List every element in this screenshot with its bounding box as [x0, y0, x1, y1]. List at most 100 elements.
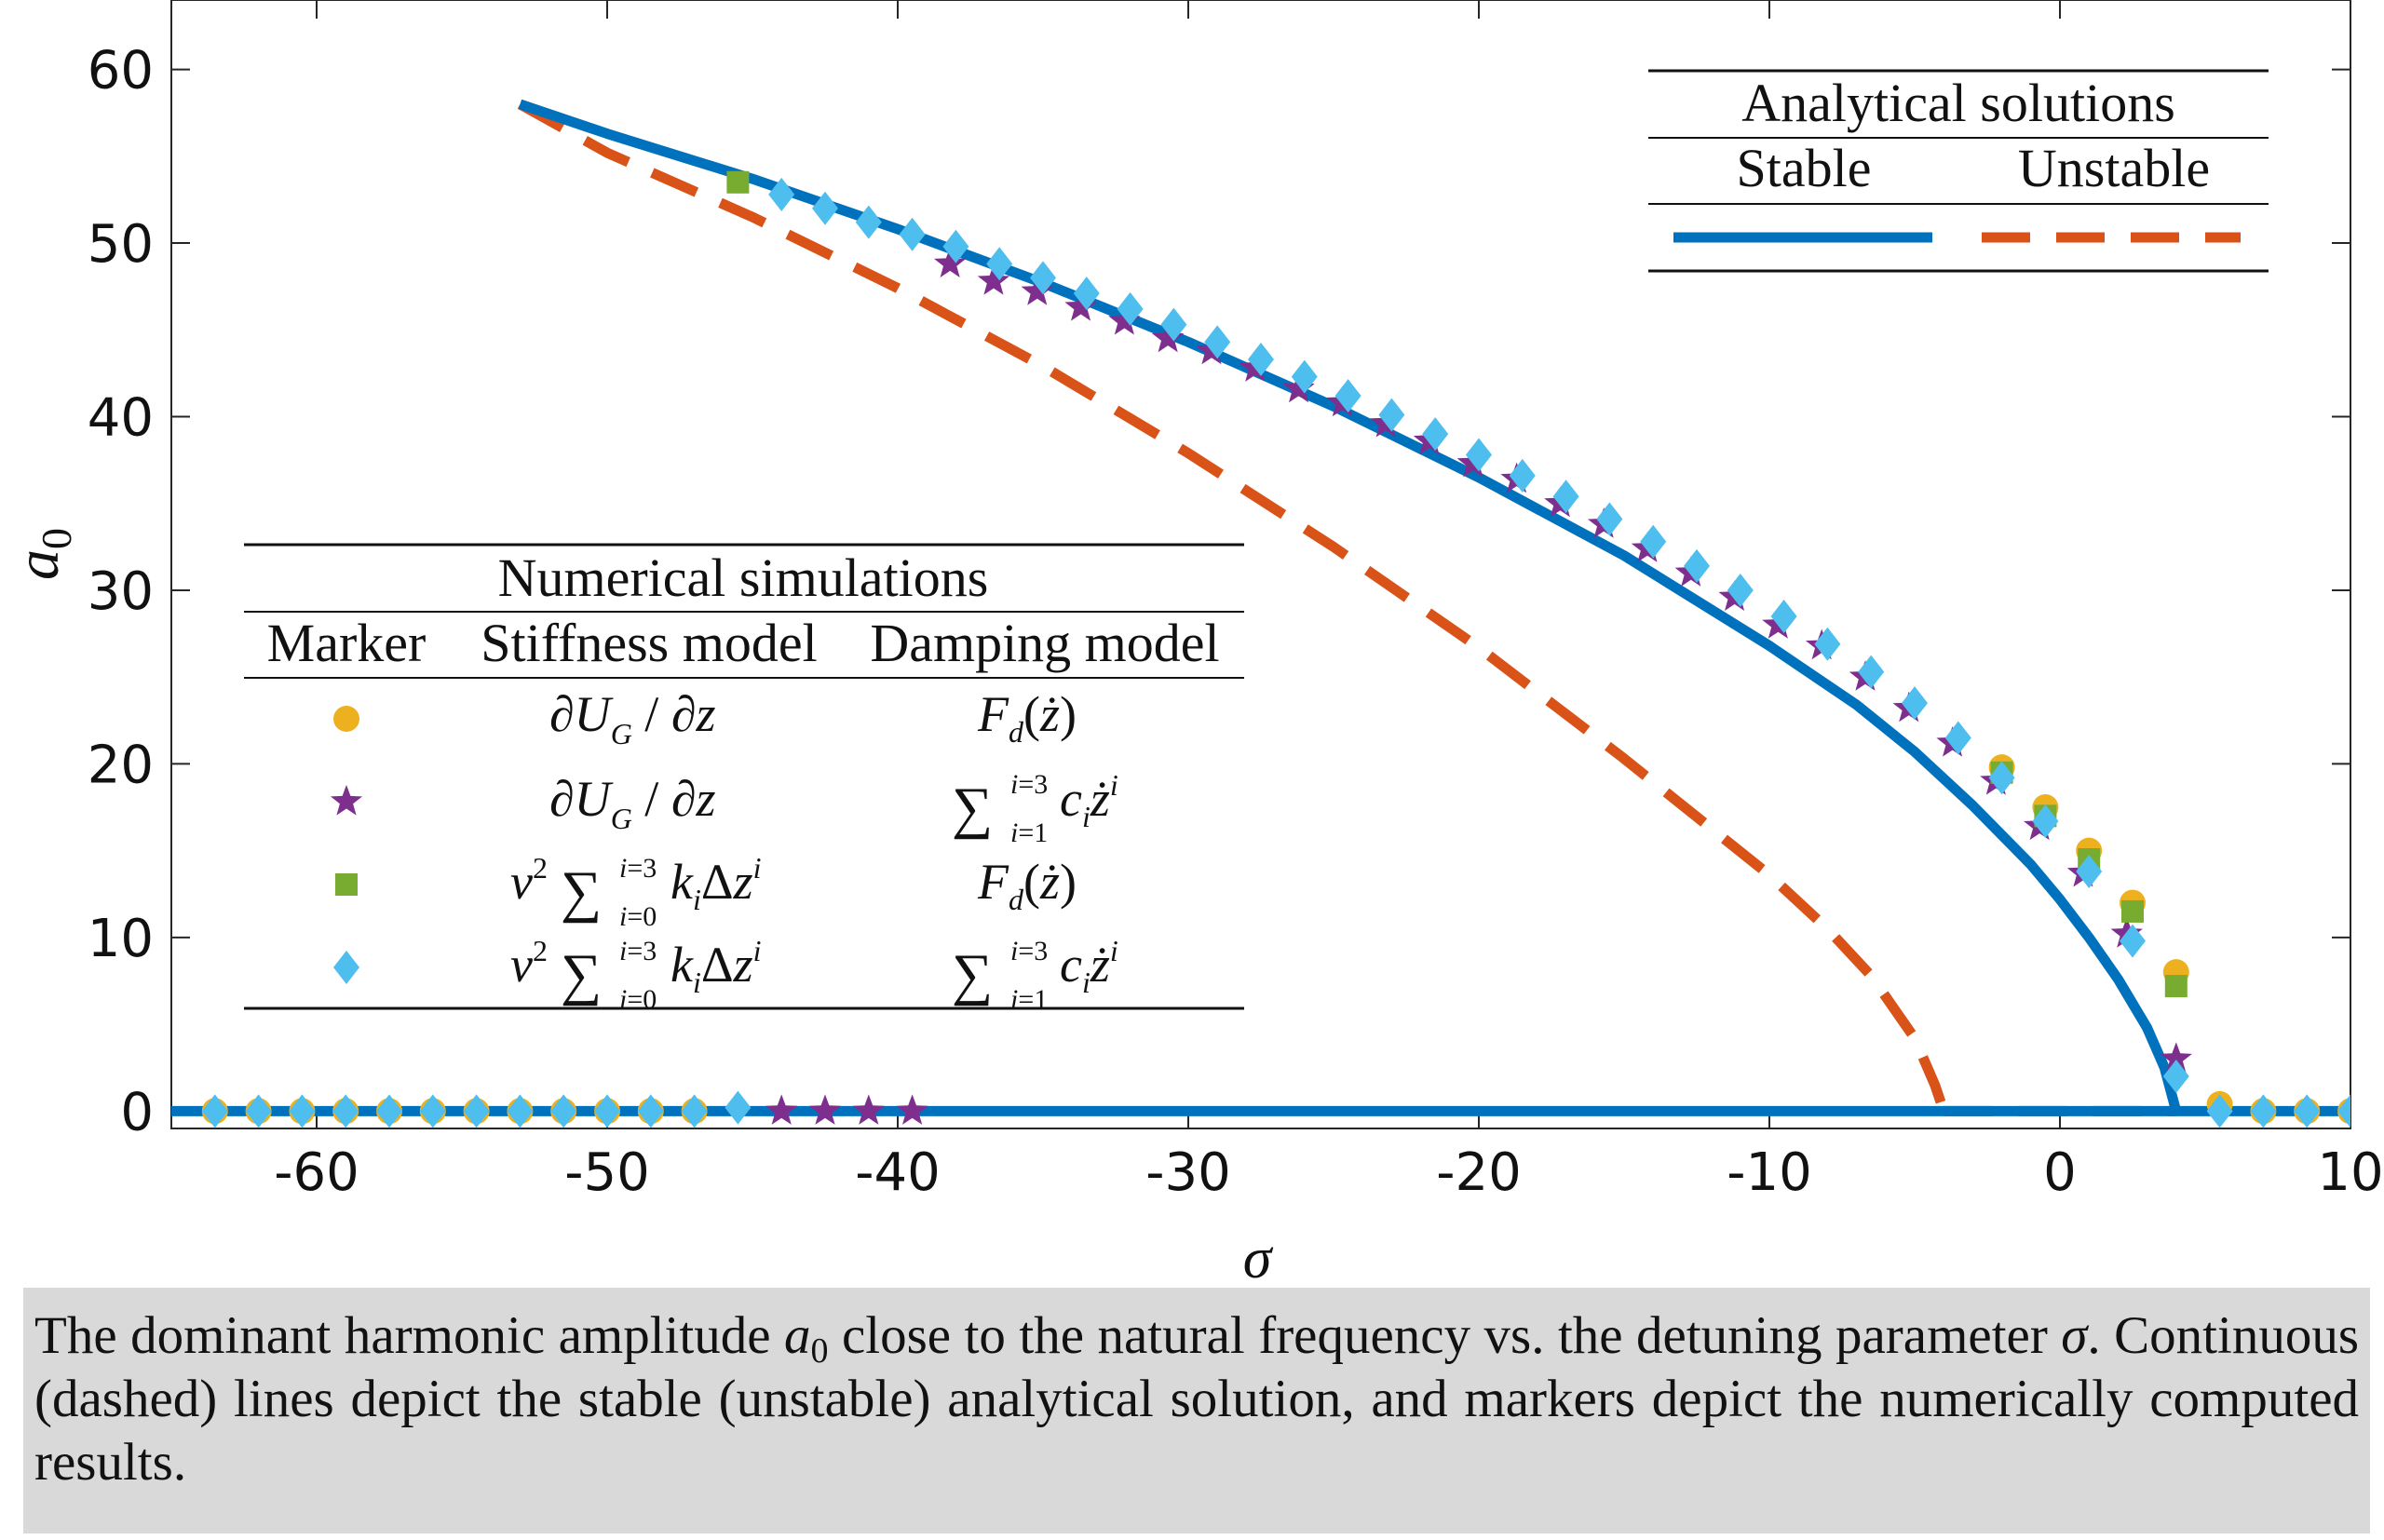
data-point-star	[1064, 290, 1097, 321]
svg-text:i=3: i=3	[619, 853, 657, 884]
legend-row1-damping: Fd(ż)	[977, 686, 1077, 749]
legend-analytical-title: Analytical solutions	[1741, 73, 2175, 133]
x-tick-label: -40	[855, 1142, 940, 1203]
data-point-diamond	[2120, 924, 2146, 958]
caption-part3: . Continuous (dashed) lines depict the s…	[34, 1306, 2360, 1492]
y-tick-label: 10	[88, 909, 154, 969]
legend-row3-damping: Fd(ż)	[977, 854, 1077, 916]
data-point-diamond	[1334, 379, 1361, 413]
legend-row3-stiffness: v2 ∑ i=3 i=0 kiΔzi	[510, 851, 762, 932]
data-point-diamond	[1117, 291, 1144, 326]
data-point-star	[934, 247, 967, 277]
svg-text:∂UG / ∂z: ∂UG / ∂z	[549, 686, 716, 750]
x-tick-label: -60	[274, 1142, 359, 1203]
data-point-diamond	[2206, 1094, 2233, 1128]
svg-text:Fd(ż): Fd(ż)	[977, 686, 1077, 749]
data-point-diamond	[2250, 1094, 2277, 1128]
data-point-diamond	[1509, 458, 1536, 493]
data-point-diamond	[550, 1094, 577, 1128]
data-point-square	[2164, 975, 2188, 998]
legend-stable-label: Stable	[1737, 138, 1872, 198]
y-tick-label: 60	[88, 41, 154, 101]
caption-text: The dominant harmonic amplitude a0 close…	[34, 1304, 2359, 1494]
data-point-diamond	[1552, 480, 1579, 514]
data-point-diamond	[1422, 417, 1449, 452]
svg-text:i=0: i=0	[619, 984, 657, 1015]
data-point-star	[808, 1094, 842, 1125]
data-point-star	[1108, 304, 1141, 335]
x-axis-ticks: -60 -50 -40 -30 -20 -10 0 10	[274, 0, 2384, 1203]
data-point-diamond	[768, 177, 795, 211]
legend-row2-damping: ∑ i=3 i=1 ciżi	[952, 768, 1118, 848]
series-markers	[201, 170, 2350, 1128]
data-point-diamond	[1988, 761, 2015, 795]
svg-text:i=3: i=3	[1010, 769, 1048, 800]
data-point-diamond	[1770, 599, 1797, 633]
data-point-star	[1152, 321, 1185, 353]
data-point-diamond	[1030, 261, 1056, 295]
data-point-square	[2121, 899, 2144, 923]
x-tick-label: 0	[2043, 1142, 2077, 1203]
series-line-unstable	[517, 100, 1949, 1114]
data-point-diamond	[725, 1090, 752, 1125]
y-axis-label: a0	[4, 528, 80, 580]
caption-part2: close to the natural frequency vs. the d…	[828, 1306, 2062, 1365]
data-point-diamond	[1596, 502, 1623, 536]
svg-text:∑: ∑	[952, 777, 993, 840]
legend-numerical: Numerical simulations Marker Stiffness m…	[244, 540, 1248, 1015]
svg-text:i=1: i=1	[1010, 984, 1048, 1015]
svg-text:kiΔzi: kiΔzi	[670, 934, 762, 999]
data-point-diamond	[2294, 1094, 2321, 1128]
legend-unstable-label: Unstable	[2018, 138, 2210, 198]
data-point-square	[726, 170, 750, 194]
data-point-diamond	[812, 191, 838, 225]
data-point-diamond	[2032, 804, 2059, 838]
data-point-diamond	[1466, 438, 1492, 472]
data-point-diamond	[289, 1094, 316, 1128]
data-point-diamond	[942, 229, 969, 263]
legend-col-marker: Marker	[267, 613, 427, 673]
data-point-diamond	[681, 1094, 708, 1128]
data-point-diamond	[1160, 307, 1187, 342]
data-point-diamond	[1944, 721, 1971, 755]
y-tick-label: 0	[120, 1082, 154, 1142]
svg-text:∂UG / ∂z: ∂UG / ∂z	[549, 771, 716, 835]
legend-analytical: Analytical solutions Stable Unstable	[1648, 67, 2272, 283]
data-point-star	[1021, 275, 1053, 305]
data-point-diamond	[463, 1094, 490, 1128]
data-point-diamond	[1073, 277, 1100, 311]
caption-part1: The dominant harmonic amplitude	[34, 1306, 785, 1365]
figure-caption: The dominant harmonic amplitude a0 close…	[23, 1288, 2370, 1533]
y-axis-label-subscript: 0	[33, 528, 80, 549]
data-point-diamond	[1858, 655, 1885, 689]
legend-marker-diamond-icon	[333, 951, 359, 984]
data-point-diamond	[2162, 1060, 2189, 1094]
caption-symbol-a: a	[784, 1306, 811, 1365]
data-point-star	[1282, 371, 1315, 403]
data-point-diamond	[637, 1094, 664, 1128]
data-point-star	[977, 264, 1010, 295]
data-point-diamond	[855, 205, 882, 239]
x-tick-label: 10	[2317, 1142, 2383, 1203]
data-point-diamond	[594, 1094, 620, 1128]
svg-text:∑: ∑	[952, 943, 993, 1006]
data-point-diamond	[1902, 686, 1928, 721]
x-tick-label: -20	[1436, 1142, 1521, 1203]
y-tick-label: 40	[88, 388, 154, 449]
svg-text:∑: ∑	[561, 860, 602, 924]
svg-text:i=3: i=3	[619, 936, 657, 966]
data-point-diamond	[376, 1094, 402, 1128]
legend-row4-stiffness: v2 ∑ i=3 i=0 kiΔzi	[510, 934, 762, 1015]
legend-col-stiffness: Stiffness model	[481, 613, 817, 673]
x-axis-label: σ	[1243, 1227, 1274, 1290]
y-tick-label: 50	[88, 214, 154, 275]
y-tick-label: 30	[88, 561, 154, 622]
data-point-star	[896, 1094, 928, 1125]
y-tick-label: 20	[88, 735, 154, 795]
svg-text:i=0: i=0	[619, 901, 657, 932]
data-point-diamond	[1204, 325, 1231, 359]
data-point-diamond	[1684, 548, 1710, 583]
legend-marker-square-icon	[335, 873, 358, 896]
x-tick-label: -10	[1727, 1142, 1811, 1203]
